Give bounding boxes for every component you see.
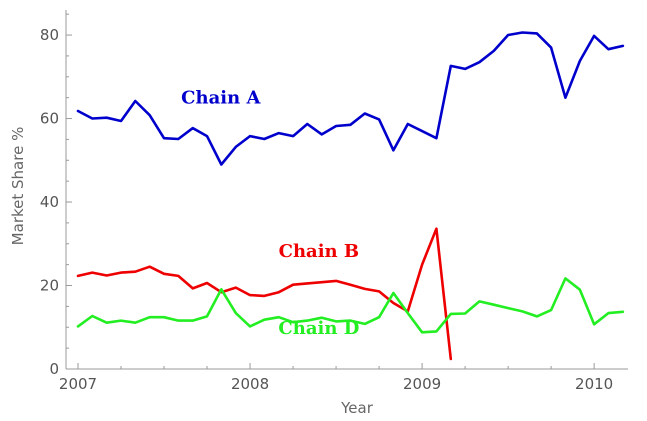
x-axis-title: Year	[340, 399, 374, 417]
series-label-chain-a: Chain A	[181, 88, 261, 109]
y-axis-title: Market Share %	[9, 127, 27, 246]
y-tick-label: 20	[40, 277, 59, 295]
x-tick-label: 2008	[231, 375, 269, 393]
x-tick-label: 2007	[59, 375, 97, 393]
ticks: 2007 2008 2009 2010 0 20 40 60 80	[40, 13, 613, 393]
y-tick-label: 80	[40, 26, 59, 44]
y-tick-label: 60	[40, 110, 59, 128]
series-lines	[76, 31, 625, 361]
y-tick-label: 40	[40, 193, 59, 211]
axes	[65, 10, 628, 370]
series-line-chain-d	[76, 277, 625, 334]
x-tick-label: 2009	[403, 375, 441, 393]
series-line-chain-a	[76, 31, 625, 166]
series-label-chain-d: Chain D	[278, 318, 359, 339]
y-tick-label: 0	[49, 360, 59, 378]
series-labels: Chain A Chain B Chain D	[181, 88, 359, 339]
x-tick-label: 2010	[575, 375, 613, 393]
series-label-chain-b: Chain B	[279, 241, 359, 262]
